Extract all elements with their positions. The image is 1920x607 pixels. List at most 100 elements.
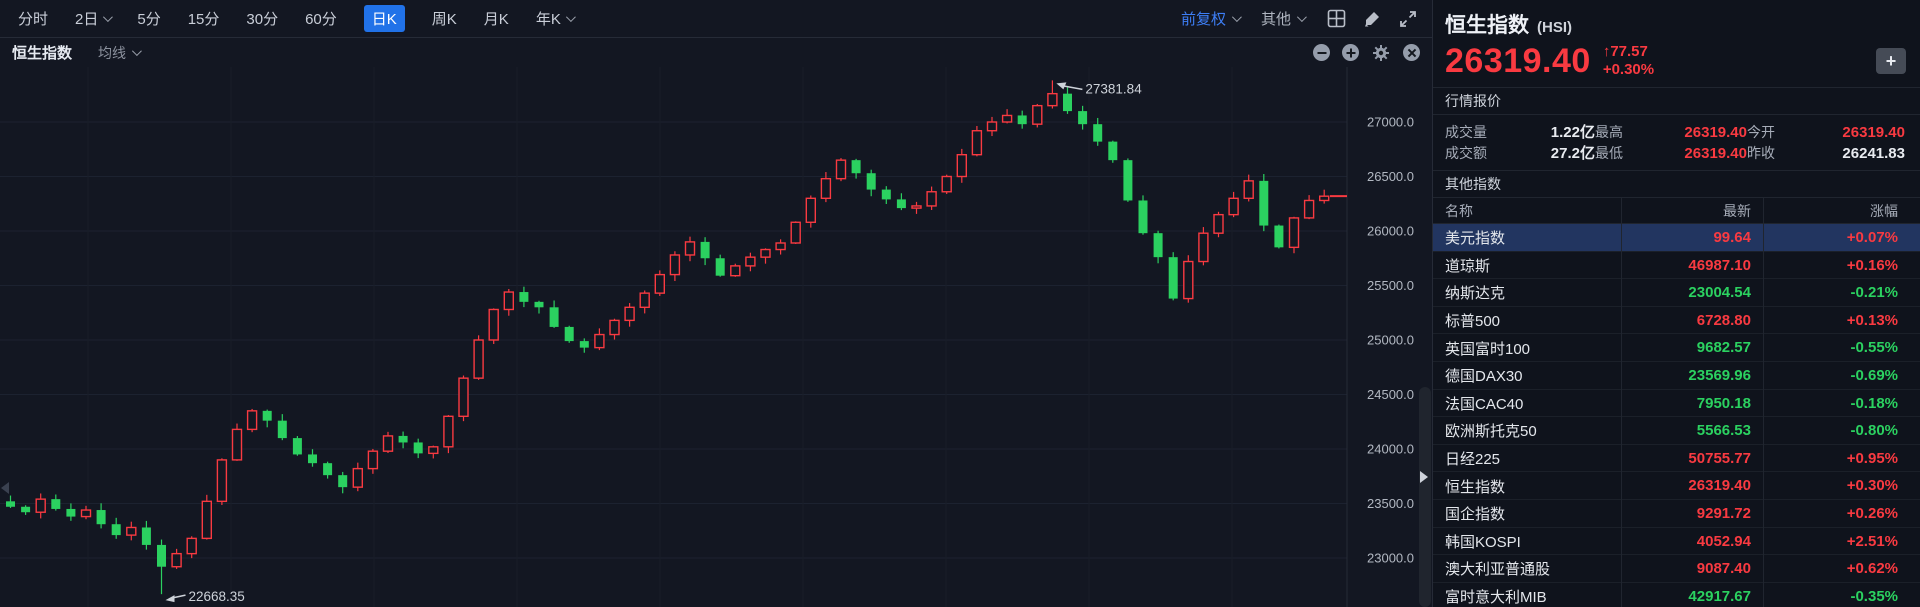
indices-table-header: 名称 最新 涨幅	[1433, 198, 1920, 224]
quote-header: 恒生指数 (HSI) 26319.40 ↑77.57 +0.30% +	[1433, 0, 1920, 88]
add-to-watchlist-button[interactable]: +	[1876, 48, 1906, 74]
index-row-6[interactable]: 法国CAC40 7950.18 -0.18%	[1433, 389, 1920, 418]
svg-text:25000.0: 25000.0	[1367, 333, 1414, 348]
index-row-1[interactable]: 道琼斯 46987.10 +0.16%	[1433, 251, 1920, 280]
index-row-4[interactable]: 英国富时100 9682.57 -0.55%	[1433, 334, 1920, 362]
index-change: -0.18%	[1763, 389, 1920, 418]
col-name: 名称	[1445, 203, 1473, 219]
svg-text:23000.0: 23000.0	[1367, 551, 1414, 566]
index-row-13[interactable]: 富时意大利MIB 42917.67 -0.35%	[1433, 582, 1920, 607]
brush-icon[interactable]	[1362, 9, 1382, 29]
other-dropdown[interactable]: 其他	[1260, 8, 1307, 29]
zoom-out-icon[interactable]	[1313, 44, 1330, 61]
ma-label: 均线	[98, 44, 127, 61]
index-last: 26319.40	[1621, 472, 1763, 500]
ma-dropdown[interactable]: 均线	[98, 43, 142, 63]
timeframe-tab-1[interactable]: 2日	[75, 8, 114, 29]
index-row-7[interactable]: 欧洲斯托克50 5566.53 -0.80%	[1433, 417, 1920, 445]
chart-instrument-name: 恒生指数	[12, 45, 73, 62]
quote-label: 今开	[1747, 124, 1775, 140]
quote-value: 26241.83	[1842, 145, 1905, 162]
timeframe-tab-6[interactable]: 日K	[363, 5, 405, 32]
quote-value: 27.2亿	[1550, 145, 1595, 162]
quote-label: 最高	[1595, 124, 1623, 140]
timeframe-tab-3[interactable]: 15分	[187, 11, 220, 28]
index-name: 美元指数	[1445, 230, 1506, 248]
instrument-name: 恒生指数	[1445, 14, 1529, 37]
index-last: 99.64	[1621, 224, 1763, 252]
timeframe-tab-8[interactable]: 月K	[483, 11, 509, 28]
index-last: 50755.77	[1621, 444, 1763, 473]
close-icon[interactable]	[1403, 44, 1420, 61]
chart-header-row: 恒生指数 均线	[0, 38, 1432, 67]
grid-layout-icon[interactable]	[1326, 9, 1346, 29]
index-row-0[interactable]: 美元指数 99.64 +0.07%	[1433, 224, 1920, 252]
settings-gear-icon[interactable]	[1371, 43, 1391, 63]
col-change: 涨幅	[1763, 198, 1920, 224]
fullscreen-icon[interactable]	[1398, 9, 1418, 29]
timeframe-tab-2[interactable]: 5分	[137, 11, 161, 28]
panel-divider-scrollbar[interactable]	[1419, 387, 1431, 607]
index-change: +0.26%	[1763, 499, 1920, 528]
chevron-down-icon	[103, 12, 114, 23]
timeframe-tab-0[interactable]: 分时	[18, 11, 49, 28]
index-row-9[interactable]: 恒生指数 26319.40 +0.30%	[1433, 472, 1920, 500]
timeframe-tab-5[interactable]: 60分	[305, 11, 337, 28]
index-row-8[interactable]: 日经225 50755.77 +0.95%	[1433, 444, 1920, 473]
index-row-3[interactable]: 标普500 6728.80 +0.13%	[1433, 306, 1920, 335]
index-last: 9682.57	[1621, 334, 1763, 362]
index-name: 国企指数	[1445, 506, 1506, 524]
index-last: 7950.18	[1621, 389, 1763, 418]
quote-value: 26319.40	[1842, 124, 1905, 141]
index-row-5[interactable]: 德国DAX30 23569.96 -0.69%	[1433, 361, 1920, 390]
index-change: +0.16%	[1763, 251, 1920, 280]
quote-label: 昨收	[1747, 145, 1775, 161]
timeframe-tab-4[interactable]: 30分	[246, 11, 279, 28]
index-name: 澳大利亚普通股	[1445, 561, 1551, 579]
index-name: 英国富时100	[1445, 340, 1531, 358]
collapse-right-arrow-icon[interactable]	[1420, 471, 1428, 483]
up-arrow-icon: ↑	[1602, 43, 1611, 60]
index-row-2[interactable]: 纳斯达克 23004.54 -0.21%	[1433, 279, 1920, 307]
index-last: 42917.67	[1621, 582, 1763, 607]
candlestick-chart[interactable]: 27000.0 26500.0 26000.0 25500.0 25000.0 24500…	[0, 67, 1432, 607]
chevron-down-icon	[1231, 12, 1242, 23]
index-name: 富时意大利MIB	[1445, 589, 1547, 607]
quote-label: 成交量	[1445, 124, 1487, 140]
timeframe-tab-9[interactable]: 年K	[536, 8, 576, 29]
index-change: -0.55%	[1763, 334, 1920, 362]
timeframe-toolbar: 分时 2日 5分 15分 30分 60分 日K 周K 月K 年K 前复权 其他	[0, 0, 1432, 38]
quote-label: 最低	[1595, 145, 1623, 161]
svg-text:24000.0: 24000.0	[1367, 442, 1414, 457]
quote-value: 26319.40	[1684, 124, 1747, 141]
quote-value: 26319.40	[1684, 145, 1747, 162]
svg-text:27381.84: 27381.84	[1085, 81, 1142, 96]
indices-table-body: 美元指数 99.64 +0.07% 道琼斯 46987.10 +0.16% 纳斯达克 2300…	[1433, 224, 1920, 607]
section-indices-title: 其他指数	[1433, 171, 1920, 198]
svg-text:26500.0: 26500.0	[1367, 169, 1414, 184]
index-name: 法国CAC40	[1445, 395, 1524, 413]
index-row-10[interactable]: 国企指数 9291.72 +0.26%	[1433, 499, 1920, 528]
index-last: 23004.54	[1621, 279, 1763, 307]
index-change: -0.69%	[1763, 361, 1920, 390]
quote-value: 1.22亿	[1550, 124, 1595, 141]
timeframe-tab-7[interactable]: 周K	[431, 11, 457, 28]
index-row-12[interactable]: 澳大利亚普通股 9087.40 +0.62%	[1433, 555, 1920, 583]
price-change: ↑77.57	[1602, 43, 1648, 60]
adjust-mode-dropdown[interactable]: 前复权	[1181, 8, 1242, 29]
index-last: 46987.10	[1621, 251, 1763, 280]
index-name: 欧洲斯托克50	[1445, 423, 1537, 441]
svg-text:27000.0: 27000.0	[1367, 115, 1414, 130]
index-name: 韩国KOSPI	[1445, 533, 1521, 551]
index-last: 23569.96	[1621, 361, 1763, 390]
other-label: 其他	[1260, 11, 1291, 28]
svg-text:25500.0: 25500.0	[1367, 278, 1414, 293]
collapse-left-arrow-icon[interactable]	[1, 482, 9, 494]
quote-grid: 成交量 1.22亿 最高 26319.40 今开 26319.40 成交额 27.2亿 最低 26…	[1433, 115, 1920, 171]
zoom-in-icon[interactable]	[1342, 44, 1359, 61]
index-last: 5566.53	[1621, 417, 1763, 445]
index-change: +0.13%	[1763, 306, 1920, 335]
index-row-11[interactable]: 韩国KOSPI 4052.94 +2.51%	[1433, 527, 1920, 556]
chevron-down-icon	[565, 12, 576, 23]
